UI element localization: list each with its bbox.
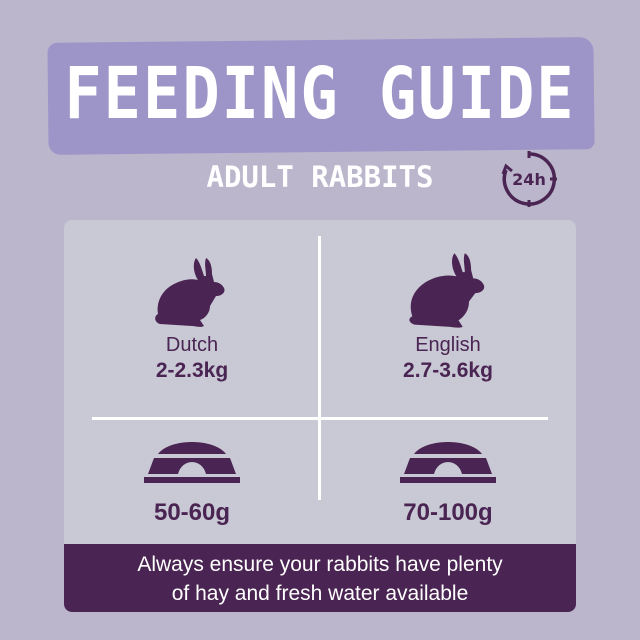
breed-dutch: Dutch 2-2.3kg [64,256,320,384]
24-hour-clock-icon: 24h [501,151,557,207]
breed-weight: 2.7-3.6kg [403,359,493,382]
clock-label: 24h [512,170,546,189]
rabbit-icon [155,258,225,327]
divider-vertical [318,236,321,500]
rabbit-icon [409,253,485,328]
breed-weight: 2-2.3kg [155,359,229,382]
breed-name: Dutch [165,334,219,356]
breed-name: English [415,334,481,356]
feeding-card: Dutch 2-2.3kg English 2.7-3.6kg 50-60g 7… [64,220,576,612]
page-title: FEEDING GUIDE [64,51,576,136]
portion-dutch: 50-60g [64,440,320,528]
portion-english: 70-100g [320,440,576,528]
food-bowl-icon [400,442,496,483]
footer-line-1: Always ensure your rabbits have plenty [137,553,503,576]
breed-english: English 2.7-3.6kg [320,250,576,384]
food-bowl-icon [144,442,240,483]
divider-horizontal [92,417,548,420]
portion-amount: 50-60g [153,499,231,526]
portion-amount: 70-100g [403,499,493,526]
footer-note: Always ensure your rabbits have plenty o… [64,544,576,612]
page-subtitle: ADULT RABBITS [206,160,434,194]
footer-line-2: of hay and fresh water available [171,582,469,605]
